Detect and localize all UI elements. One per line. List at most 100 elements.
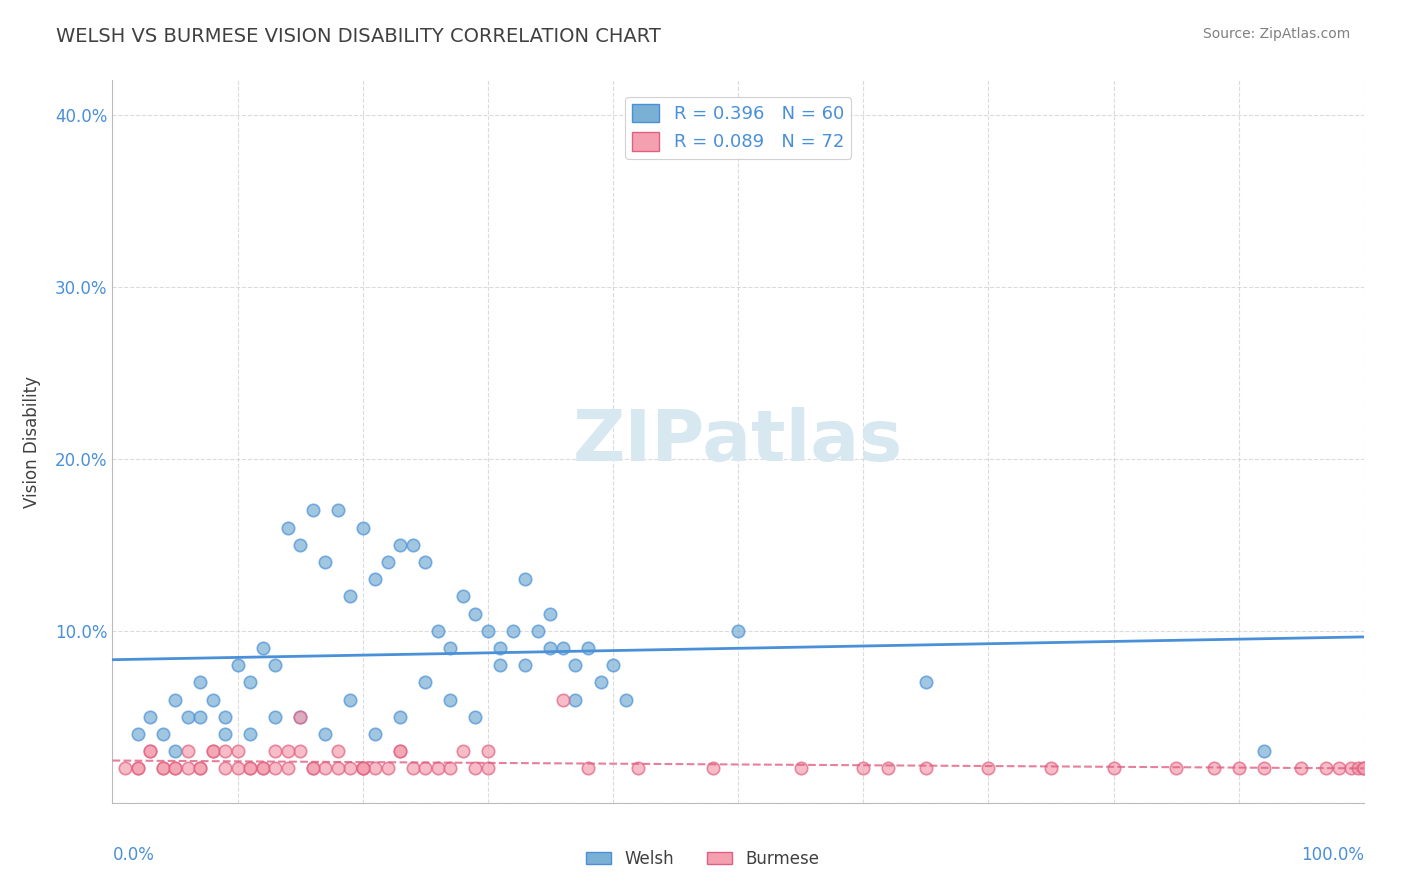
Point xyxy=(477,624,499,638)
Point xyxy=(564,658,586,673)
Point xyxy=(426,624,449,638)
Point xyxy=(214,761,236,775)
Point xyxy=(389,538,412,552)
Point xyxy=(515,572,537,586)
Point xyxy=(464,607,486,621)
Point xyxy=(451,744,474,758)
Point xyxy=(352,761,374,775)
Point xyxy=(163,744,186,758)
Point xyxy=(301,761,323,775)
Point xyxy=(1353,761,1375,775)
Point xyxy=(188,761,211,775)
Point xyxy=(252,640,274,655)
Point xyxy=(352,761,374,775)
Point xyxy=(389,710,412,724)
Point xyxy=(176,710,198,724)
Point xyxy=(551,692,574,706)
Point xyxy=(413,555,436,569)
Point xyxy=(326,744,349,758)
Y-axis label: Vision Disability: Vision Disability xyxy=(24,376,41,508)
Point xyxy=(252,761,274,775)
Point xyxy=(576,640,599,655)
Point xyxy=(602,658,624,673)
Point xyxy=(326,761,349,775)
Text: 0.0%: 0.0% xyxy=(112,847,155,864)
Point xyxy=(176,744,198,758)
Point xyxy=(239,727,262,741)
Point xyxy=(489,640,512,655)
Point xyxy=(163,761,186,775)
Point xyxy=(439,761,461,775)
Point xyxy=(377,555,399,569)
Point xyxy=(1164,761,1187,775)
Point xyxy=(538,607,561,621)
Point xyxy=(314,761,336,775)
Point xyxy=(163,761,186,775)
Point xyxy=(1102,761,1125,775)
Text: ZIPatlas: ZIPatlas xyxy=(574,407,903,476)
Point xyxy=(727,624,749,638)
Point xyxy=(402,538,425,552)
Point xyxy=(1039,761,1063,775)
Point xyxy=(277,744,299,758)
Point xyxy=(1253,761,1275,775)
Point xyxy=(377,761,399,775)
Point xyxy=(515,658,537,673)
Point xyxy=(977,761,1000,775)
Point xyxy=(1347,761,1369,775)
Text: 100.0%: 100.0% xyxy=(1301,847,1364,864)
Point xyxy=(301,761,323,775)
Point xyxy=(201,744,224,758)
Point xyxy=(152,727,174,741)
Point xyxy=(576,761,599,775)
Point xyxy=(439,640,461,655)
Point xyxy=(413,675,436,690)
Point xyxy=(163,692,186,706)
Point xyxy=(277,761,299,775)
Point xyxy=(214,727,236,741)
Point xyxy=(915,675,938,690)
Point xyxy=(214,744,236,758)
Point xyxy=(790,761,813,775)
Point xyxy=(877,761,900,775)
Point xyxy=(290,538,312,552)
Point xyxy=(402,761,425,775)
Point xyxy=(264,744,287,758)
Point xyxy=(477,744,499,758)
Point xyxy=(1351,761,1374,775)
Point xyxy=(364,761,387,775)
Point xyxy=(239,675,262,690)
Point xyxy=(852,761,875,775)
Point xyxy=(152,761,174,775)
Point xyxy=(627,761,650,775)
Point xyxy=(277,520,299,534)
Point xyxy=(239,761,262,775)
Point xyxy=(290,710,312,724)
Point xyxy=(226,744,249,758)
Point xyxy=(702,761,724,775)
Point xyxy=(439,692,461,706)
Point xyxy=(188,761,211,775)
Point xyxy=(264,658,287,673)
Point xyxy=(226,761,249,775)
Text: Source: ZipAtlas.com: Source: ZipAtlas.com xyxy=(1202,27,1350,41)
Point xyxy=(451,590,474,604)
Point xyxy=(139,744,162,758)
Point xyxy=(201,692,224,706)
Point xyxy=(176,761,198,775)
Point xyxy=(389,744,412,758)
Point xyxy=(139,744,162,758)
Point xyxy=(127,761,149,775)
Point xyxy=(339,692,361,706)
Point xyxy=(538,640,561,655)
Point xyxy=(290,744,312,758)
Point xyxy=(915,761,938,775)
Point xyxy=(1327,761,1350,775)
Point xyxy=(502,624,524,638)
Point xyxy=(226,658,249,673)
Point xyxy=(264,761,287,775)
Point xyxy=(551,640,574,655)
Point xyxy=(614,692,637,706)
Point xyxy=(188,675,211,690)
Point xyxy=(352,761,374,775)
